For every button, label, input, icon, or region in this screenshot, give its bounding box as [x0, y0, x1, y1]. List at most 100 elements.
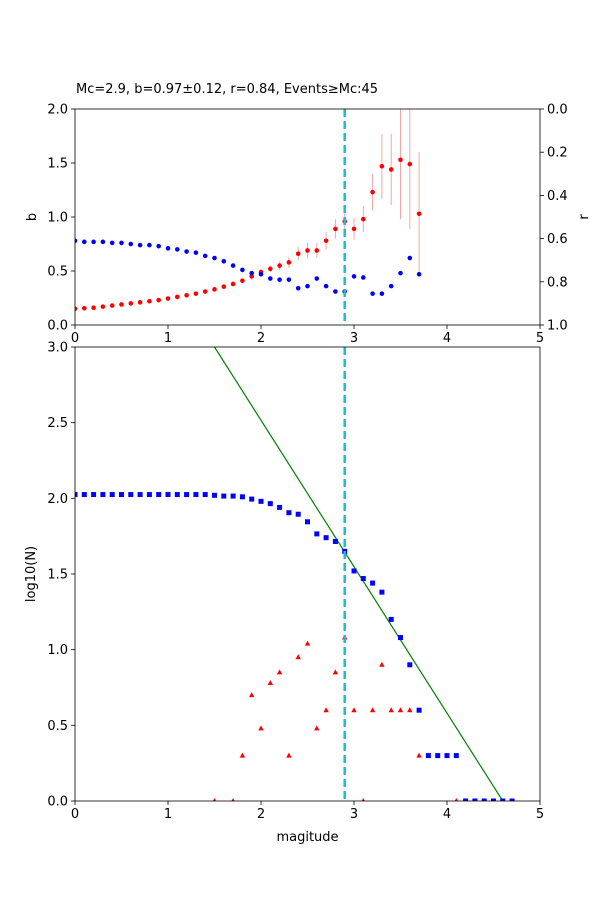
cumulative-count-point: [416, 707, 422, 713]
incremental-count-point: [407, 707, 413, 713]
y-tick-label: 0.0: [47, 319, 68, 334]
cumulative-count-point: [156, 492, 162, 498]
right-tick-label: 0.8: [547, 275, 568, 290]
cumulative-count-point: [491, 798, 496, 801]
r-value-point: [91, 239, 96, 245]
r-value-point: [137, 242, 143, 248]
cumulative-count-point: [202, 492, 208, 498]
r-value-point: [323, 283, 329, 289]
incremental-count-point: [212, 798, 217, 801]
b-value-point: [230, 281, 236, 287]
y-tick-label: 0.5: [47, 265, 68, 280]
x-tick-label: 1: [164, 807, 172, 822]
r-value-point: [388, 283, 394, 289]
r-value-point: [119, 240, 124, 246]
cumulative-count-point: [444, 753, 450, 759]
b-value-point: [361, 216, 366, 222]
b-value-point: [175, 294, 180, 300]
cumulative-count-point: [398, 635, 403, 641]
cumulative-count-point: [165, 492, 171, 498]
cumulative-count-point: [137, 492, 143, 498]
cumulative-count-point: [221, 493, 227, 499]
cumulative-count-point: [323, 535, 329, 541]
cumulative-count-point: [388, 616, 394, 622]
x-tick-label: 4: [443, 807, 451, 822]
cumulative-count-point: [277, 504, 283, 510]
cumulative-count-point: [75, 492, 78, 498]
b-value-point: [277, 263, 282, 268]
frequency-magnitude-chart: 0 1 2 3 4 5 0.0 0.5 1.0 1.5 2.0 2.5 3.0 magitude log10…: [24, 341, 544, 846]
r-value-point: [184, 249, 189, 254]
r-value-point: [202, 253, 208, 259]
y-tick-label: 2.0: [47, 103, 68, 118]
cumulative-count-point: [230, 493, 236, 499]
y-tick-label: 0.5: [47, 719, 68, 734]
cumulative-count-point: [360, 576, 366, 582]
incremental-count-point: [369, 707, 376, 713]
y-tick-label: 1.5: [47, 157, 68, 172]
right-axis-label: r: [577, 214, 592, 220]
cumulative-count-point: [425, 753, 431, 759]
x-tick-label: 3: [350, 807, 358, 822]
cumulative-count-point: [500, 798, 506, 801]
r-value-point: [370, 291, 375, 296]
axes-frame: [74, 108, 541, 326]
b-value-point: [416, 211, 422, 217]
y-tick-label: 3.0: [47, 341, 68, 356]
r-value-point: [230, 263, 236, 268]
x-tick-label: 5: [536, 807, 544, 822]
r-value-point: [175, 247, 180, 252]
cumulative-count-point: [407, 662, 413, 668]
b-value-point: [165, 296, 171, 301]
incremental-count-point: [388, 707, 394, 713]
y-tick-label: 1.0: [47, 211, 68, 226]
r-value-point: [212, 255, 217, 261]
cumulative-count-point: [239, 494, 245, 500]
cumulative-count-point: [146, 492, 152, 498]
r-value-point: [351, 274, 357, 279]
b-value-point: [82, 305, 87, 311]
cumulative-count-point: [463, 798, 469, 801]
cumulative-count-point: [509, 798, 515, 801]
r-value-point: [109, 240, 115, 246]
cumulative-count-point: [453, 753, 459, 759]
right-tick-label: 0.2: [547, 146, 568, 161]
cumulative-count-point: [119, 492, 124, 498]
r-value-point: [361, 275, 366, 280]
b-value-point: [268, 266, 273, 272]
cumulative-count-point: [286, 510, 292, 516]
cumulative-count-point: [305, 519, 310, 525]
b-value-point: [221, 284, 227, 289]
incremental-count-point: [416, 752, 422, 758]
x-tick-label: 0: [71, 807, 79, 822]
r-value-point: [240, 267, 245, 273]
b-value-point: [314, 248, 320, 253]
r-value-point: [221, 258, 227, 264]
cumulative-count-point: [193, 492, 199, 498]
y-tick-label: 0.0: [47, 795, 68, 810]
x-tick-label: 5: [536, 331, 544, 346]
r-value-point: [128, 241, 134, 247]
x-tick-label: 2: [257, 331, 265, 346]
r-value-point: [398, 270, 403, 276]
r-value-point: [249, 270, 254, 276]
incremental-count-point: [314, 725, 320, 731]
x-tick-label: 0: [71, 331, 79, 346]
incremental-count-point: [397, 707, 404, 713]
b-value-chart: 0 1 2 3 4 5 0.0 0.5 1.0 1.5 2.0 0.0 0.2 0.4 0.6 0.8 1.0 M…: [25, 82, 592, 346]
cumulative-count-point: [370, 580, 376, 586]
cumulative-count-point: [481, 798, 487, 801]
cumulative-count-point: [435, 753, 441, 759]
incremental-count-point: [332, 669, 339, 675]
r-value-point: [407, 255, 413, 261]
b-value-point: [128, 301, 134, 306]
b-value-point: [109, 303, 115, 308]
fit-line: [213, 347, 504, 801]
cumulative-count-point: [472, 798, 478, 801]
cumulative-count-point: [295, 511, 301, 517]
incremental-count-point: [267, 679, 273, 685]
cumulative-count-point: [258, 498, 264, 504]
r-value-point: [82, 239, 87, 245]
